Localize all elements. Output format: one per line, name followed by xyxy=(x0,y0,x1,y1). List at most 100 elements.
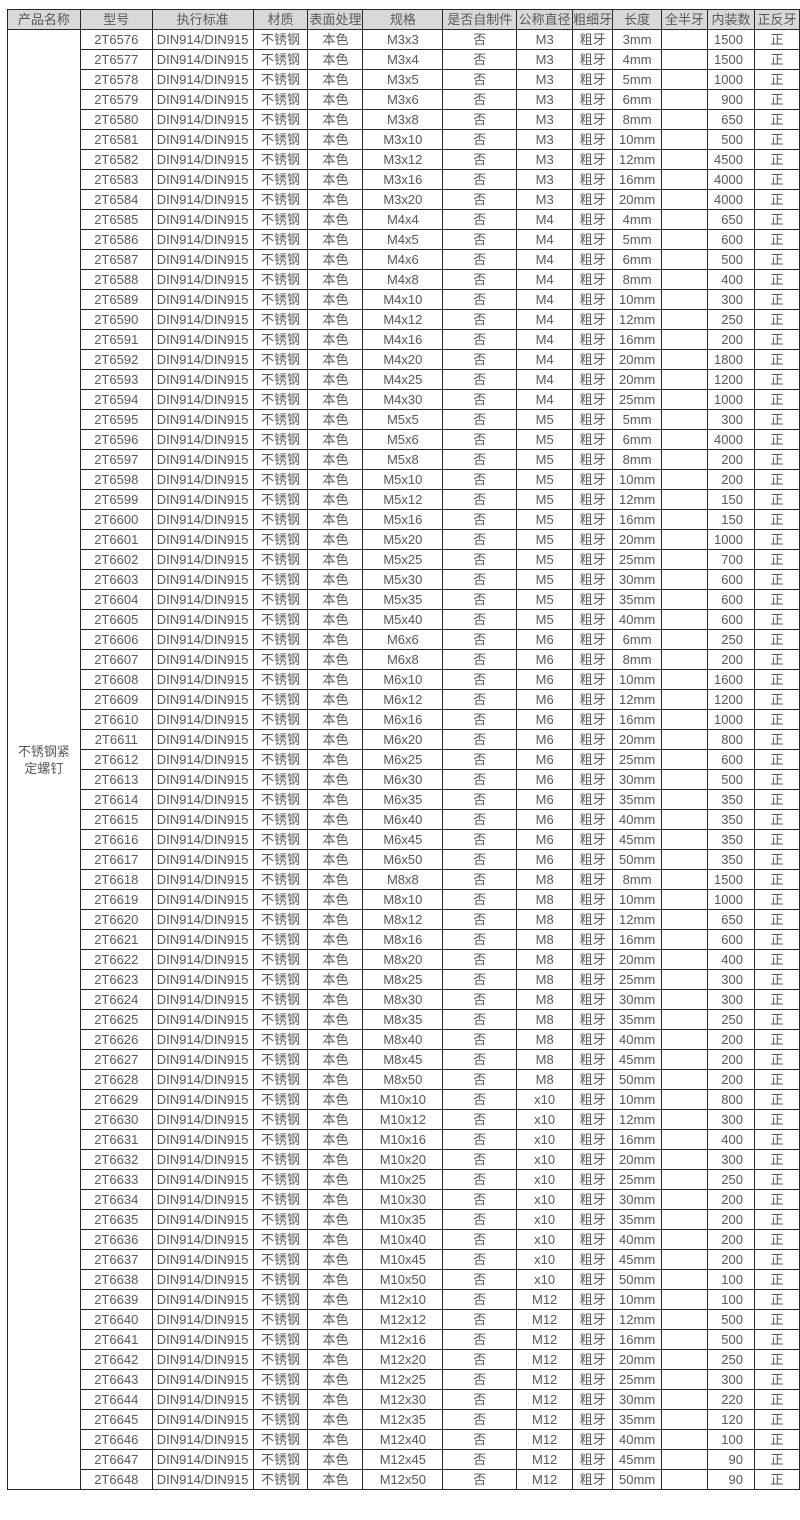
cell-self-made: 否 xyxy=(442,389,518,410)
table-row: 2T6621 DIN914/DIN915 不锈钢 本色 M8x16 否 M8 粗牙 16mm 60… xyxy=(8,929,800,950)
cell-surface: 本色 xyxy=(307,729,364,750)
header-cell-diameter: 公称直径 xyxy=(516,9,574,30)
cell-spec: M8x25 xyxy=(362,969,444,990)
cell-thread-type: 粗牙 xyxy=(572,49,614,70)
cell-thread-type: 粗牙 xyxy=(572,1309,614,1330)
cell-surface: 本色 xyxy=(307,829,364,850)
cell-length: 3mm xyxy=(612,29,663,50)
table-row: 2T6596 DIN914/DIN915 不锈钢 本色 M5x6 否 M5 粗牙 6mm 4000… xyxy=(8,429,800,450)
table-row: 2T6644 DIN914/DIN915 不锈钢 本色 M12x30 否 M12 粗牙 30mm… xyxy=(8,1389,800,1410)
cell-self-made: 否 xyxy=(442,589,518,610)
cell-surface: 本色 xyxy=(307,1109,364,1130)
cell-model: 2T6610 xyxy=(79,709,153,730)
cell-standard: DIN914/DIN915 xyxy=(151,49,254,70)
cell-direction: 正 xyxy=(753,969,800,990)
cell-model: 2T6602 xyxy=(79,549,153,570)
cell-material: 不锈钢 xyxy=(252,269,309,290)
cell-surface: 本色 xyxy=(307,1429,364,1450)
cell-qty: 600 xyxy=(707,589,755,610)
cell-surface: 本色 xyxy=(307,1409,364,1430)
cell-self-made: 否 xyxy=(442,229,518,250)
cell-model: 2T6583 xyxy=(79,169,153,190)
cell-length: 40mm xyxy=(612,609,663,630)
table-row: 2T6610 DIN914/DIN915 不锈钢 本色 M6x16 否 M6 粗牙 16mm 10… xyxy=(8,709,800,730)
cell-standard: DIN914/DIN915 xyxy=(151,1329,254,1350)
cell-product-name: 不锈钢紧定螺钉 xyxy=(7,29,81,1490)
cell-model: 2T6644 xyxy=(79,1389,153,1410)
cell-length: 45mm xyxy=(612,1449,663,1470)
cell-full-half xyxy=(661,69,709,90)
cell-material: 不锈钢 xyxy=(252,589,309,610)
cell-qty: 800 xyxy=(707,1089,755,1110)
cell-self-made: 否 xyxy=(442,929,518,950)
cell-direction: 正 xyxy=(753,1089,800,1110)
cell-length: 10mm xyxy=(612,1089,663,1110)
cell-model: 2T6576 xyxy=(79,29,153,50)
cell-full-half xyxy=(661,169,709,190)
cell-length: 5mm xyxy=(612,409,663,430)
cell-thread-type: 粗牙 xyxy=(572,1169,614,1190)
cell-spec: M6x50 xyxy=(362,849,444,870)
table-row: 2T6583 DIN914/DIN915 不锈钢 本色 M3x16 否 M3 粗牙 16mm 40… xyxy=(8,169,800,190)
cell-self-made: 否 xyxy=(442,429,518,450)
cell-diameter: M5 xyxy=(516,449,574,470)
table-row: 2T6588 DIN914/DIN915 不锈钢 本色 M4x8 否 M4 粗牙 8mm 400 正 xyxy=(8,269,800,290)
product-spec-table: 产品名称 型号 执行标准 材质 表面处理 规格 是否自制件 公称直径 粗细牙 长度 全半牙 内装数 正反… xyxy=(7,9,800,1490)
cell-spec: M6x20 xyxy=(362,729,444,750)
cell-full-half xyxy=(661,549,709,570)
cell-standard: DIN914/DIN915 xyxy=(151,689,254,710)
cell-surface: 本色 xyxy=(307,1189,364,1210)
cell-self-made: 否 xyxy=(442,989,518,1010)
cell-direction: 正 xyxy=(753,529,800,550)
table-row: 2T6618 DIN914/DIN915 不锈钢 本色 M8x8 否 M8 粗牙 8mm 1500… xyxy=(8,869,800,890)
cell-spec: M4x30 xyxy=(362,389,444,410)
cell-diameter: M12 xyxy=(516,1409,574,1430)
cell-length: 16mm xyxy=(612,169,663,190)
cell-model: 2T6622 xyxy=(79,949,153,970)
cell-diameter: M4 xyxy=(516,349,574,370)
cell-length: 12mm xyxy=(612,149,663,170)
cell-qty: 600 xyxy=(707,749,755,770)
cell-qty: 250 xyxy=(707,1009,755,1030)
cell-qty: 200 xyxy=(707,1069,755,1090)
cell-full-half xyxy=(661,1189,709,1210)
table-row: 2T6606 DIN914/DIN915 不锈钢 本色 M6x6 否 M6 粗牙 6mm 250 正 xyxy=(8,629,800,650)
cell-diameter: M6 xyxy=(516,849,574,870)
cell-model: 2T6637 xyxy=(79,1249,153,1270)
cell-thread-type: 粗牙 xyxy=(572,229,614,250)
cell-material: 不锈钢 xyxy=(252,169,309,190)
cell-self-made: 否 xyxy=(442,769,518,790)
cell-material: 不锈钢 xyxy=(252,1209,309,1230)
cell-full-half xyxy=(661,1209,709,1230)
cell-material: 不锈钢 xyxy=(252,129,309,150)
table-row: 2T6611 DIN914/DIN915 不锈钢 本色 M6x20 否 M6 粗牙 20mm 80… xyxy=(8,729,800,750)
table-row: 2T6638 DIN914/DIN915 不锈钢 本色 M10x50 否 x10 粗牙 50mm… xyxy=(8,1269,800,1290)
cell-thread-type: 粗牙 xyxy=(572,1269,614,1290)
cell-length: 25mm xyxy=(612,749,663,770)
cell-length: 20mm xyxy=(612,1349,663,1370)
cell-self-made: 否 xyxy=(442,969,518,990)
cell-spec: M8x35 xyxy=(362,1009,444,1030)
cell-surface: 本色 xyxy=(307,49,364,70)
cell-full-half xyxy=(661,1389,709,1410)
cell-full-half xyxy=(661,589,709,610)
cell-standard: DIN914/DIN915 xyxy=(151,589,254,610)
cell-direction: 正 xyxy=(753,1449,800,1470)
cell-full-half xyxy=(661,1129,709,1150)
header-cell-material: 材质 xyxy=(252,9,309,30)
cell-length: 8mm xyxy=(612,449,663,470)
cell-surface: 本色 xyxy=(307,969,364,990)
cell-thread-type: 粗牙 xyxy=(572,1469,614,1490)
cell-diameter: M8 xyxy=(516,1029,574,1050)
cell-thread-type: 粗牙 xyxy=(572,149,614,170)
cell-surface: 本色 xyxy=(307,289,364,310)
cell-material: 不锈钢 xyxy=(252,89,309,110)
cell-direction: 正 xyxy=(753,189,800,210)
cell-surface: 本色 xyxy=(307,29,364,50)
cell-direction: 正 xyxy=(753,829,800,850)
cell-qty: 300 xyxy=(707,989,755,1010)
cell-full-half xyxy=(661,1249,709,1270)
cell-spec: M4x8 xyxy=(362,269,444,290)
cell-full-half xyxy=(661,149,709,170)
cell-diameter: M12 xyxy=(516,1289,574,1310)
